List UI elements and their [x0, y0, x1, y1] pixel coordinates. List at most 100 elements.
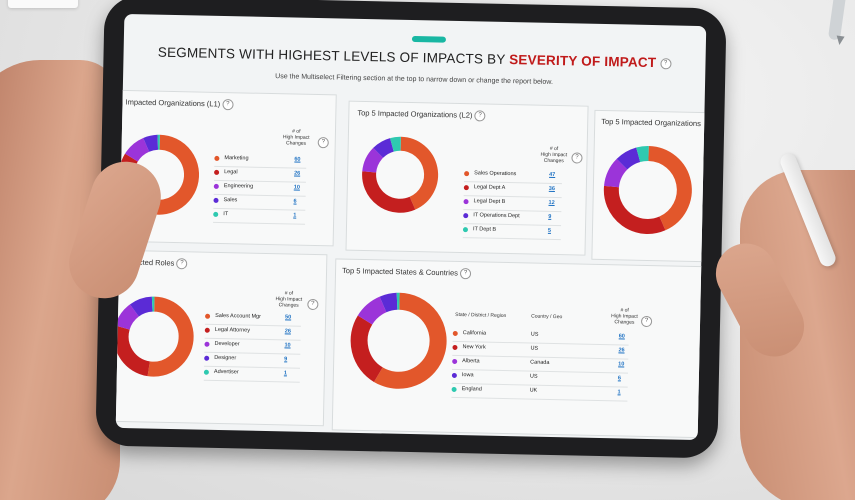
country-cell: UK: [529, 387, 538, 394]
donut-slice-sales[interactable]: [143, 134, 159, 152]
legend-swatch: [452, 358, 458, 364]
legend-swatch: [205, 313, 211, 319]
help-icon[interactable]: ?: [307, 298, 319, 311]
legend-swatch: [452, 330, 458, 337]
drag-handle[interactable]: [411, 35, 446, 43]
help-icon[interactable]: ?: [571, 152, 583, 164]
country-cell: US: [530, 345, 539, 352]
help-icon[interactable]: ?: [176, 258, 188, 270]
legend-label: Designer: [214, 354, 237, 362]
donut-slice-a[interactable]: [647, 145, 692, 231]
value-link[interactable]: 6: [293, 198, 297, 205]
value-link[interactable]: 10: [284, 342, 291, 349]
value-link[interactable]: 26: [294, 170, 301, 177]
legend-swatch: [214, 155, 220, 161]
page-subtitle: Use the Multiselect Filtering section at…: [275, 73, 554, 86]
country-cell: US: [529, 373, 538, 380]
legend-label: Sales: [223, 197, 238, 204]
donut-chart-roles: [115, 296, 194, 377]
legend-swatch: [451, 386, 457, 392]
help-icon[interactable]: ?: [474, 110, 486, 122]
value-link[interactable]: 10: [618, 361, 625, 368]
value-link[interactable]: 36: [548, 185, 556, 193]
legend-swatch: [463, 199, 469, 205]
value-link[interactable]: 10: [293, 184, 300, 191]
donut-slice-alberta[interactable]: [357, 296, 387, 325]
donut-slice-sales-account-mgr[interactable]: [147, 296, 194, 377]
legend-row: IT 1: [213, 208, 306, 225]
donut-slice-california[interactable]: [373, 292, 447, 389]
donut-slice-developer[interactable]: [115, 304, 140, 331]
legend-label: England: [461, 386, 482, 393]
help-icon[interactable]: ?: [222, 99, 234, 111]
value-link[interactable]: 26: [284, 328, 291, 335]
value-link[interactable]: 1: [283, 370, 288, 377]
donut-slice-it-operations-dept[interactable]: [373, 138, 395, 159]
donut-slice-designer[interactable]: [129, 296, 153, 317]
donut-slice-iowa[interactable]: [379, 292, 398, 313]
donut-slice-e[interactable]: [636, 145, 649, 163]
legend-swatch: [463, 213, 469, 219]
help-icon[interactable]: ?: [660, 58, 672, 70]
legend-label: IT: [223, 211, 229, 218]
title-accent: SEVERITY OF IMPACT: [509, 52, 657, 71]
country-cell: Canada: [530, 359, 550, 366]
legend-swatch: [213, 211, 219, 217]
value-link[interactable]: 60: [618, 333, 625, 340]
legend-swatch: [213, 183, 219, 189]
legend-swatch: [204, 355, 210, 361]
help-icon[interactable]: ?: [317, 137, 329, 149]
value-link[interactable]: 6: [617, 375, 622, 382]
legend-row: IT Dept B 5: [462, 224, 562, 241]
donut-chart-orgs-l3: [603, 145, 692, 234]
value-link[interactable]: 50: [285, 314, 292, 321]
legend-row: England UK 1: [451, 383, 628, 402]
legend-label: Alberta: [462, 358, 480, 365]
legend-label: Marketing: [224, 155, 249, 162]
donut-slice-engineering[interactable]: [125, 137, 150, 162]
legend-label: Engineering: [223, 183, 254, 190]
value-link[interactable]: 26: [618, 347, 625, 354]
legend-swatch: [204, 327, 210, 333]
donut-slice-c[interactable]: [604, 158, 628, 188]
donut-slice-d[interactable]: [616, 147, 641, 170]
donut-slice-legal-dept-b[interactable]: [362, 147, 384, 173]
donut-slice-legal-attorney[interactable]: [115, 325, 151, 377]
value-link[interactable]: 12: [548, 199, 555, 207]
legend-label: Sales Operations: [474, 170, 517, 178]
legend-label: Iowa: [461, 372, 474, 379]
help-icon[interactable]: ?: [640, 315, 653, 328]
pen: [827, 0, 849, 41]
legend-label: IT Dept B: [472, 226, 497, 233]
value-link[interactable]: 47: [549, 171, 556, 179]
help-icon[interactable]: ?: [459, 268, 472, 280]
page-title: SEGMENTS WITH HIGHEST LEVELS OF IMPACTS …: [123, 44, 705, 71]
legend-swatch: [213, 197, 219, 203]
tablet-screen: SEGMENTS WITH HIGHEST LEVELS OF IMPACTS …: [115, 13, 707, 441]
legend-label: Legal: [224, 169, 238, 176]
legend-swatch: [463, 185, 469, 191]
value-link[interactable]: 9: [548, 213, 552, 220]
panel-roles: Impacted Roles ? # of High Impact Changes …: [115, 249, 328, 427]
panel-orgs-l2: Top 5 Impacted Organizations (L2) ? # of…: [345, 100, 589, 256]
donut-slice-new-york[interactable]: [350, 315, 384, 382]
donut-slice-b[interactable]: [603, 185, 666, 234]
value-link[interactable]: 1: [617, 389, 621, 396]
donut-slice-it-dept-b[interactable]: [390, 136, 401, 152]
value-link[interactable]: 9: [284, 356, 288, 363]
col-region: State / District / Region: [455, 311, 507, 320]
col-header: # of High Impact Changes: [275, 290, 303, 309]
value-link[interactable]: 60: [294, 156, 301, 163]
legend-row: Advertiser 1: [203, 366, 301, 383]
legend-swatch: [451, 372, 457, 378]
value-link[interactable]: 1: [293, 212, 297, 219]
legend-label: New York: [462, 344, 486, 351]
legend-swatch: [452, 344, 458, 350]
legend-roles: Sales Account Mgr 50 Legal Attorney 26 Devel…: [203, 310, 302, 383]
donut-slice-legal-dept-a[interactable]: [362, 171, 416, 213]
legend-label: Advertiser: [213, 368, 239, 376]
title-prefix: SEGMENTS WITH HIGHEST LEVELS OF IMPACTS …: [157, 44, 506, 67]
value-link[interactable]: 5: [547, 227, 552, 234]
donut-slice-sales-operations[interactable]: [400, 136, 439, 210]
legend-swatch: [203, 369, 209, 375]
